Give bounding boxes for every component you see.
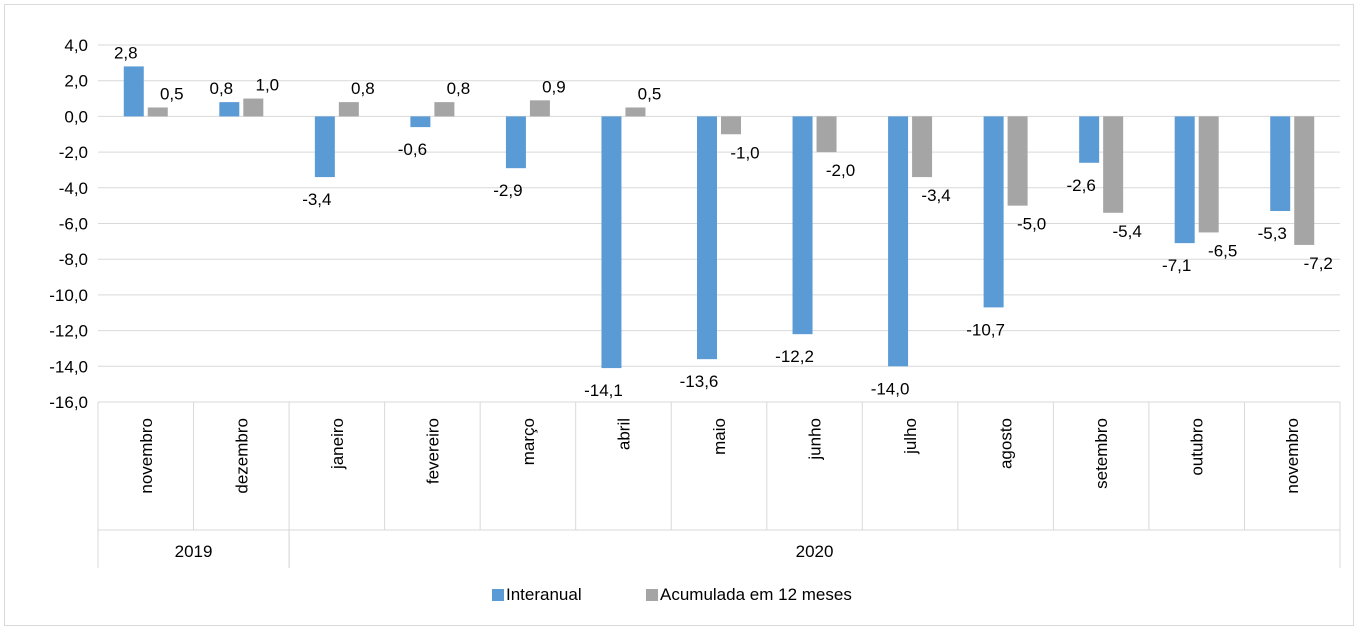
bar-acumulada (243, 98, 264, 117)
group-label: 2019 (175, 542, 213, 561)
data-label: 0,5 (160, 84, 184, 103)
x-tick-label: agosto (997, 418, 1016, 469)
bar-interanual (792, 116, 813, 335)
bar-acumulada (338, 102, 359, 117)
x-tick-label: setembro (1092, 418, 1111, 489)
x-axis: novembro dezembro janeiro fevereiro março abr… (97, 402, 1341, 568)
legend-swatch (646, 589, 658, 601)
x-tick-label: fevereiro (423, 418, 442, 484)
data-label: -7,2 (1304, 254, 1333, 273)
data-label: -3,4 (302, 190, 331, 209)
bar-acumulada (147, 107, 168, 117)
x-tick-label: março (519, 418, 538, 465)
bar-acumulada (434, 102, 455, 117)
y-axis-labels: 4,0 2,0 0,0 -2,0 -4,0 -6,0 -8,0 -10,0 -12,0 -14,0… (49, 36, 88, 412)
bar-acumulada (1198, 116, 1219, 233)
data-label: -14,0 (871, 379, 910, 398)
bar-acumulada (721, 116, 741, 135)
data-label: -13,6 (680, 372, 719, 391)
y-tick-label: -12,0 (49, 322, 88, 341)
data-labels: 2,8 0,8 -3,4 -0,6 -2,9 -14,1 -13,6 -12,2 -14,0 -1… (114, 43, 1333, 400)
legend-label: Interanual (506, 585, 582, 604)
data-label: -6,5 (1208, 241, 1237, 260)
bar-interanual (1270, 116, 1291, 212)
bar-acumulada (1103, 116, 1124, 213)
y-tick-label: -16,0 (49, 393, 88, 412)
x-tick-label: dezembro (232, 418, 251, 494)
data-label: -2,6 (1067, 176, 1096, 195)
data-label: -12,2 (775, 347, 814, 366)
data-label: -5,4 (1113, 222, 1142, 241)
bar-interanual (1079, 116, 1100, 163)
bar-acumulada (625, 107, 646, 117)
y-tick-label: -10,0 (49, 286, 88, 305)
x-tick-label: maio (710, 418, 729, 455)
data-label: 2,8 (114, 43, 138, 62)
y-tick-label: -2,0 (59, 143, 88, 162)
data-label: -14,1 (584, 381, 623, 400)
bar-interanual (888, 116, 909, 367)
y-tick-label: 0,0 (64, 107, 88, 126)
group-label: 2020 (796, 542, 834, 561)
y-tick-label: -4,0 (59, 179, 88, 198)
bar-interanual (505, 116, 526, 169)
data-label: 0,5 (638, 84, 662, 103)
y-tick-label: 4,0 (64, 36, 88, 55)
x-tick-label: abril (614, 418, 633, 450)
gridlines (98, 44, 1340, 403)
x-tick-label: junho (806, 418, 825, 461)
y-tick-label: -14,0 (49, 357, 88, 376)
y-tick-label: -8,0 (59, 250, 88, 269)
bar-interanual (983, 116, 1004, 308)
bar-acumulada (912, 116, 933, 178)
chart-frame (4, 4, 1354, 626)
bars (123, 66, 1315, 369)
y-tick-label: -6,0 (59, 215, 88, 234)
x-tick-label: outubro (1188, 418, 1207, 476)
data-label: -5,3 (1258, 224, 1287, 243)
legend-label: Acumulada em 12 meses (660, 585, 852, 604)
bar-interanual (697, 116, 717, 360)
bar-interanual (1174, 116, 1195, 244)
bar-acumulada (1294, 116, 1315, 245)
bar-interanual (219, 102, 240, 117)
bar-acumulada (816, 116, 837, 153)
data-label: -0,6 (398, 140, 427, 159)
data-label: -2,9 (493, 181, 522, 200)
bar-interanual (410, 116, 431, 128)
legend: Interanual Acumulada em 12 meses (492, 585, 852, 604)
data-label: -7,1 (1162, 256, 1191, 275)
y-tick-label: 2,0 (64, 72, 88, 91)
x-tick-label: novembro (1283, 418, 1302, 494)
bar-interanual (314, 116, 335, 178)
data-label: 1,0 (255, 76, 279, 95)
data-label: -10,7 (966, 320, 1005, 339)
data-label: -2,0 (826, 161, 855, 180)
data-label: 0,8 (447, 79, 471, 98)
data-label: 0,8 (209, 79, 233, 98)
data-label: 0,9 (542, 77, 566, 96)
x-tick-label: novembro (137, 418, 156, 494)
data-label: 0,8 (351, 79, 375, 98)
legend-swatch (492, 589, 504, 601)
x-tick-label: janeiro (328, 418, 347, 470)
data-label: -3,4 (921, 186, 950, 205)
bar-acumulada (1007, 116, 1028, 206)
data-label: -1,0 (730, 143, 759, 162)
x-tick-label: julho (901, 418, 920, 455)
bar-acumulada (529, 100, 550, 117)
bar-interanual (601, 116, 622, 369)
bar-interanual (123, 66, 144, 117)
data-label: -5,0 (1017, 215, 1046, 234)
